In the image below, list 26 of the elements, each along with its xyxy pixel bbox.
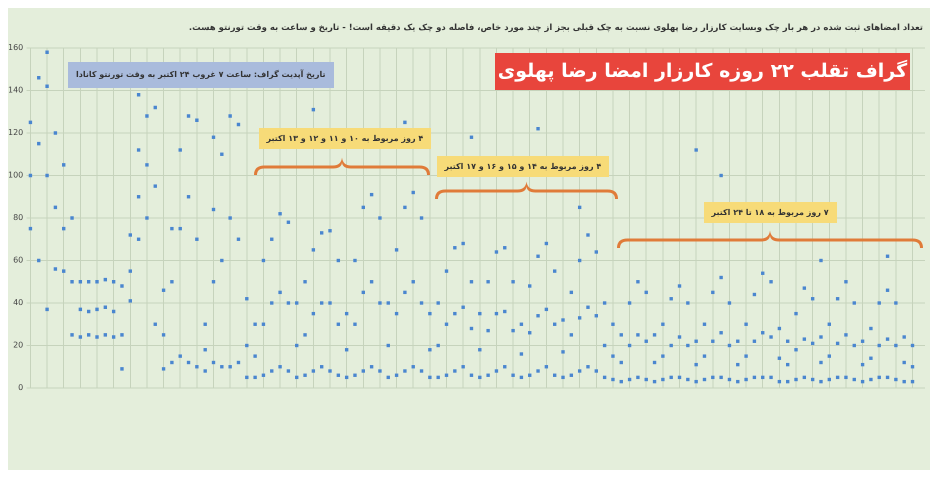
text: گراف تقلب ۲۲ روزه کارزار امضا رضا پهلوی [495, 53, 910, 90]
point [45, 50, 49, 54]
point [470, 136, 474, 139]
y-tick-label: 120 [8, 128, 24, 138]
y-tick-label: 40 [13, 298, 24, 308]
annotation: تاریخ آپدیت گراف: ساعت ۷ غروب ۲۴ اکتبر به وقت تورنتو کانادا [68, 62, 334, 88]
annotation: ۴ روز مربوط به ۱۴ و ۱۵ و ۱۶ و ۱۷ اکتبر [436, 156, 610, 177]
point [403, 120, 407, 124]
y-tick-label: 100 [8, 170, 24, 180]
annotation: ۷ روز مربوط به ۱۸ تا ۲۴ اکتبر [704, 202, 837, 223]
y-tick-label: 0 [18, 383, 24, 392]
y-tick-label: 20 [13, 340, 24, 350]
y-tick-label: 160 [8, 43, 24, 52]
point [212, 136, 216, 139]
point [136, 93, 140, 96]
y-tick-label: 80 [13, 213, 24, 222]
point [536, 127, 540, 130]
point [312, 108, 316, 112]
point [719, 174, 723, 178]
y-tick-label: 60 [13, 256, 24, 265]
point [578, 206, 582, 210]
point [886, 254, 890, 258]
annotation: ۴ روز مربوط به ۱۰ و ۱۱ و ۱۲ و ۱۳ اکتبر [258, 128, 432, 149]
point [694, 148, 698, 152]
y-tick-label: 140 [8, 86, 24, 95]
chart-subtitle: تعداد امضاهای ثبت شده در هر بار چک وبسایت کارزار رضا پهلوی نسبت به چک قبلی بجز از چند مورد خاص، فاصله دو چک یک دقیقه است! - تاریخ و ساعت به وقت تورنتو هست. [188, 23, 923, 33]
